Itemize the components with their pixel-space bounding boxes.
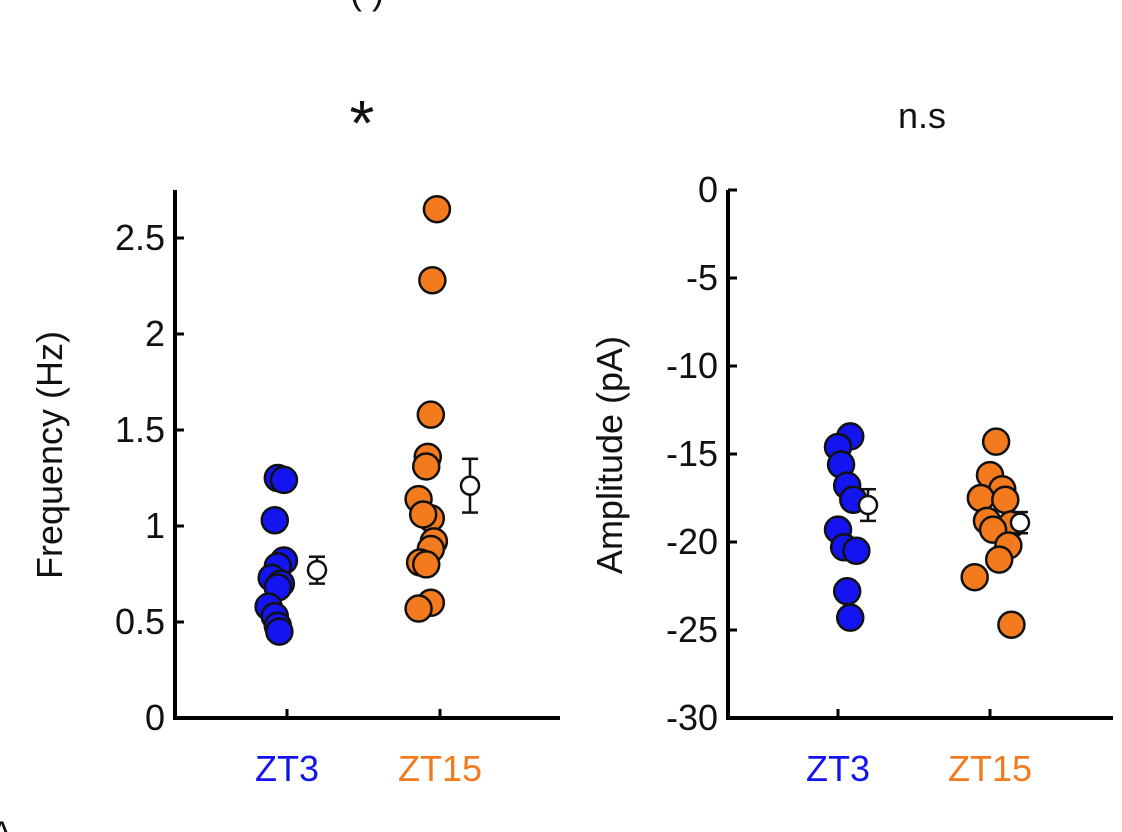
data-point-zt3	[269, 465, 299, 495]
y-axis-label: Amplitude (pA)	[589, 336, 630, 574]
y-tick-label: -25	[666, 609, 718, 650]
amplitude-panel: -30 -25 -20 -15 -10 -5 0 ZT3 ZT15 Amplitude (pA) n…	[589, 95, 1113, 789]
mean-marker-zt3	[306, 559, 328, 581]
y-tick-label: 0	[145, 697, 165, 738]
y-tick-label: 2	[145, 313, 165, 354]
data-point-zt15	[422, 194, 452, 224]
data-point-zt3	[832, 577, 862, 606]
significance-label: n.s	[898, 95, 946, 136]
data-point-zt15	[411, 452, 441, 481]
data-point-zt15	[991, 485, 1020, 515]
data-point-zt15	[418, 265, 447, 295]
y-tick-label: 0.5	[115, 601, 165, 642]
data-point-zt15	[404, 594, 433, 623]
y-tick-label: 1	[145, 505, 165, 546]
data-point-zt15	[960, 562, 989, 592]
data-point-zt15	[416, 400, 446, 429]
y-tick-label: -5	[686, 257, 718, 298]
data-point-zt15	[411, 550, 441, 579]
data-point-zt15	[408, 500, 438, 529]
data-point-zt3	[260, 505, 290, 535]
y-tick-label: -20	[666, 521, 718, 562]
frequency-panel: 0 0.5 1 1.5 2 2.5 ZT3 ZT15 Frequency (Hz) *	[29, 87, 560, 789]
data-point-zt15	[997, 610, 1026, 639]
x-tick-label-zt3: ZT3	[806, 748, 870, 789]
corner-label: A	[0, 815, 13, 832]
y-tick-label: -30	[666, 697, 718, 738]
y-axis-label: Frequency (Hz)	[29, 331, 70, 579]
y-tick-label: -10	[666, 345, 718, 386]
mean-marker-zt15	[1009, 512, 1031, 533]
y-tick-label: 1.5	[115, 409, 165, 450]
y-tick-label: -15	[666, 433, 718, 474]
x-tick-label-zt15: ZT15	[398, 748, 482, 789]
mean-marker-zt15	[459, 475, 481, 496]
data-point-zt3	[265, 617, 294, 646]
data-point-zt3	[835, 603, 865, 632]
data-point-zt15	[984, 545, 1014, 574]
header-fragment: ( )	[350, 0, 384, 12]
mean-marker-zt3	[857, 494, 879, 516]
y-tick-label: 0	[698, 169, 718, 210]
significance-label: *	[350, 87, 375, 159]
x-tick-label-zt15: ZT15	[948, 748, 1032, 789]
data-point-zt3	[842, 536, 871, 566]
x-tick-label-zt3: ZT3	[255, 748, 319, 789]
data-point-zt15	[981, 427, 1011, 456]
y-tick-label: 2.5	[115, 217, 165, 258]
